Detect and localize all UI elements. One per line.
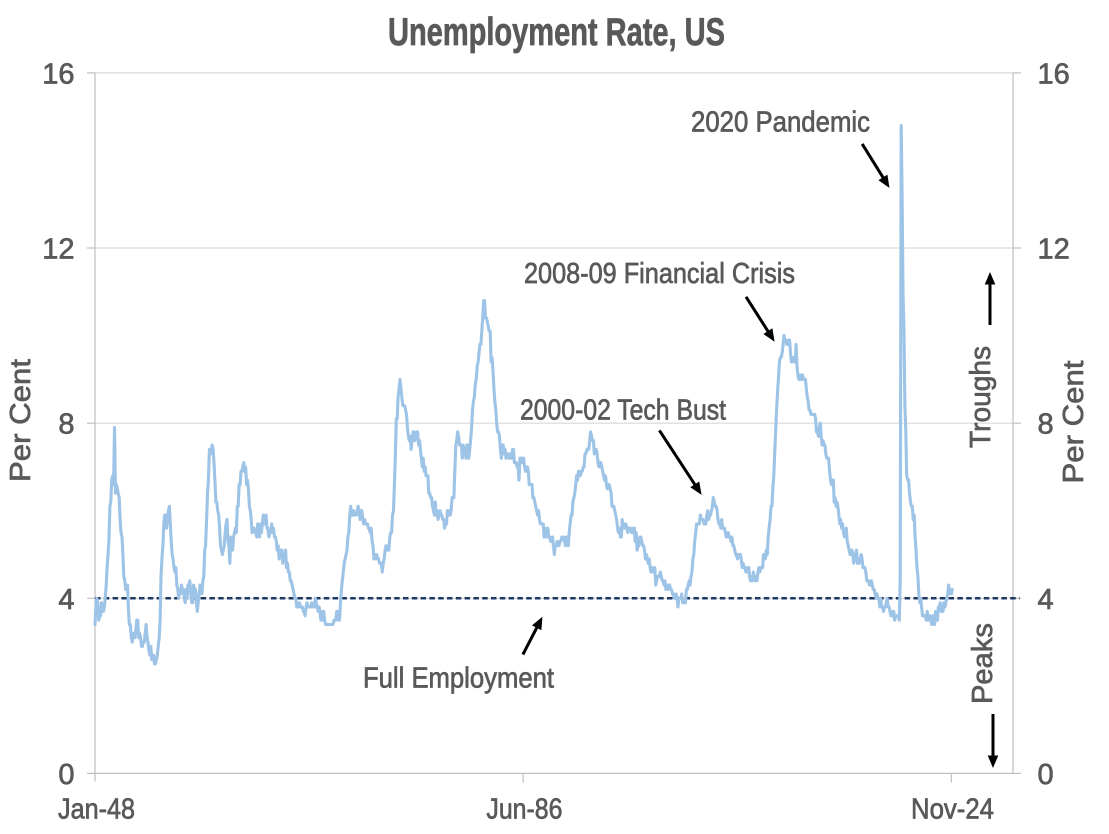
svg-text:4: 4 <box>1038 584 1054 616</box>
svg-text:Nov-24: Nov-24 <box>911 794 994 826</box>
svg-text:2008-09 Financial Crisis: 2008-09 Financial Crisis <box>524 258 795 290</box>
svg-text:Per Cent: Per Cent <box>5 359 37 482</box>
svg-text:8: 8 <box>58 409 74 441</box>
svg-text:12: 12 <box>42 234 74 266</box>
svg-text:Jan-48: Jan-48 <box>58 794 135 826</box>
svg-text:16: 16 <box>1038 58 1070 90</box>
svg-text:2020 Pandemic: 2020 Pandemic <box>691 106 870 138</box>
svg-text:4: 4 <box>58 584 74 616</box>
svg-text:Full Employment: Full Employment <box>363 663 554 695</box>
svg-text:12: 12 <box>1038 234 1070 266</box>
svg-text:Troughs: Troughs <box>965 346 997 448</box>
svg-text:0: 0 <box>1038 759 1054 791</box>
svg-text:Unemployment Rate, US: Unemployment Rate, US <box>388 11 725 54</box>
svg-text:Peaks: Peaks <box>967 623 999 704</box>
svg-text:8: 8 <box>1038 409 1054 441</box>
svg-text:Per Cent: Per Cent <box>1058 361 1090 484</box>
svg-text:16: 16 <box>42 58 74 90</box>
svg-text:2000-02 Tech Bust: 2000-02 Tech Bust <box>520 394 726 426</box>
svg-text:Jun-86: Jun-86 <box>486 794 562 826</box>
svg-text:0: 0 <box>58 759 74 791</box>
